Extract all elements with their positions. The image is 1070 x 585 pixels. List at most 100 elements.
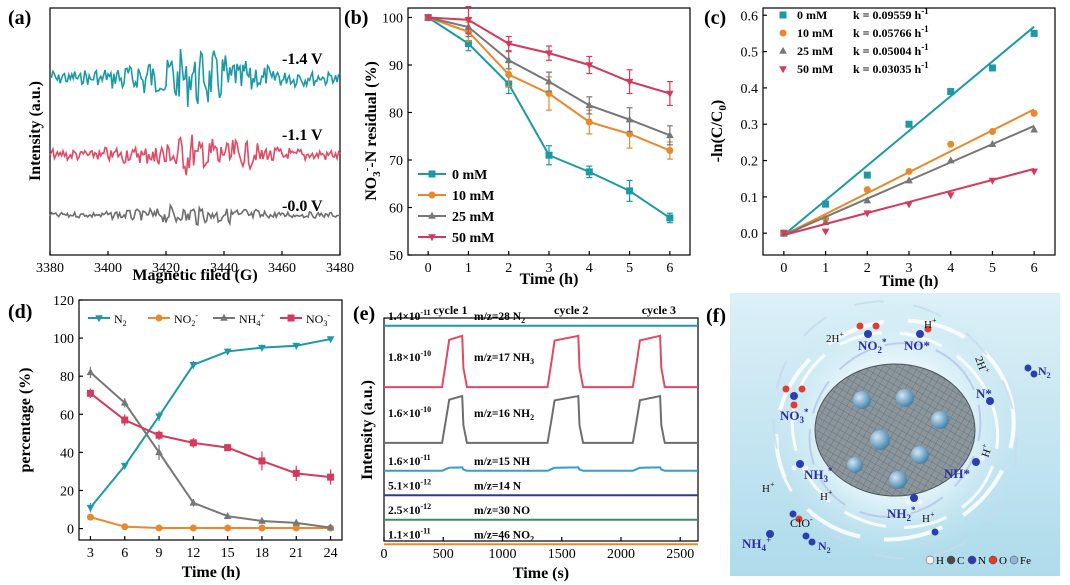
element-dot	[988, 555, 998, 565]
data-point-b	[464, 17, 473, 25]
data-point-c	[905, 176, 913, 184]
data-point-d	[258, 516, 266, 524]
label-h-bottom: H+	[922, 510, 935, 525]
data-point-d	[258, 457, 266, 465]
x-tick-label-a: 3440	[210, 261, 238, 276]
data-point-d	[224, 444, 232, 452]
legend-label-c: 25 mM	[797, 44, 833, 58]
ms-mz-label: m/z=16 NH2	[474, 408, 534, 422]
x-tick-label-b: 3	[546, 261, 553, 276]
x-tick-label-c: 0	[780, 261, 787, 276]
ylabel-a: Intensity (a.u.)	[27, 81, 44, 181]
data-point-c	[905, 167, 913, 175]
legend-k-c: k = 0.05004 h-1	[853, 42, 929, 58]
legend-marker-b	[428, 170, 436, 178]
data-point-d	[327, 473, 335, 481]
fit-line-c-0	[783, 25, 1035, 236]
series-line-d-0	[89, 338, 331, 509]
label-n2-top: N2	[1038, 364, 1051, 380]
molecule-n2-top	[1024, 364, 1038, 378]
y-tick-label-d: 100	[53, 332, 74, 347]
y-tick-label-d: 20	[60, 484, 74, 499]
molecule-nh3	[791, 460, 809, 471]
x-tick-label-a: 3380	[36, 261, 64, 276]
data-point-d	[292, 524, 300, 532]
legend-label-b: 50 mM	[452, 231, 494, 246]
y-tick-label-c: 0.1	[741, 191, 759, 206]
data-point-b	[585, 62, 594, 70]
legend-label-d: NO3-	[306, 311, 330, 328]
series-label-a-2: -0.0 V	[282, 198, 323, 215]
data-point-d	[223, 348, 232, 356]
legend-k-c: k = 0.09559 h-1	[853, 6, 929, 22]
x-tick-label-e: 2000	[607, 547, 635, 562]
legend-label-c: 10 mM	[797, 26, 833, 40]
data-point-d	[189, 524, 197, 532]
legend-label-d: N2	[114, 312, 127, 328]
ylabel-b: NO3--N residual (%)	[361, 61, 383, 201]
data-point-c	[946, 156, 955, 164]
plot-frame-d	[78, 299, 343, 541]
legend-marker-d	[220, 313, 228, 321]
label-h-top: H+	[924, 316, 937, 331]
ms-trace-2	[384, 394, 698, 444]
ms-trace-3	[384, 466, 698, 472]
panel-d: (d) 3 6 9 12 15 18 21 24 0 20 40 60 80 100 120 Time (h…	[8, 294, 343, 581]
data-point-c	[947, 88, 955, 96]
molecule-no	[916, 325, 932, 338]
panel-c: (c) 0 1 2 3 4 5 6 0.0 0.1 0.2 0.3 0.4 0.5 0.6 Time (h…	[704, 6, 1056, 290]
legend-marker-d	[287, 314, 295, 322]
y-tick-label-c: 0.0	[741, 227, 759, 242]
panel-a: (a) 3380 3400 3420 3440 3460 3480 Magnetic fi…	[8, 7, 354, 284]
plot-b: 0 1 2 3 4 5 6 50 60 70 80 90 100	[382, 5, 674, 276]
y-tick-label-d: 120	[53, 294, 74, 309]
element-symbol: N	[978, 555, 986, 567]
data-point-c	[988, 128, 996, 135]
label-no3-star: NO3*	[780, 407, 809, 425]
schematic-proton-labels: 2H+ H+ 2H+ H+ H+ H+ H+ ClO-	[762, 316, 996, 530]
data-point-d	[86, 513, 94, 521]
label-h-right: H+	[977, 442, 996, 459]
element-symbol: C	[957, 555, 964, 567]
legend-marker-d	[155, 314, 163, 322]
x-tick-label-c: 6	[1031, 261, 1038, 276]
plot-e: 0 500 1000 1500 2000 2500 cycle 1 cycle 2 cycle …	[381, 303, 698, 562]
x-tick-label-c: 5	[989, 261, 996, 276]
legend-d: N2 NO2- NH4+ NO3-	[88, 311, 330, 328]
data-point-b	[666, 90, 674, 98]
data-point-c	[1030, 125, 1038, 133]
data-point-c	[1030, 168, 1038, 176]
cycle-label: cycle 3	[642, 303, 676, 317]
data-point-b	[625, 115, 634, 123]
legend-marker-b	[428, 211, 436, 219]
legend-marker-b	[428, 191, 436, 199]
y-tick-label-d: 40	[60, 446, 74, 461]
ms-scale-label: 1.4×10-11	[388, 308, 431, 323]
x-tick-label-b: 1	[465, 261, 472, 276]
data-point-c	[947, 140, 955, 148]
label-2h-right: 2H+	[972, 354, 992, 376]
series-line-d-2	[89, 371, 331, 529]
data-point-d	[86, 504, 95, 512]
data-point-d	[155, 431, 163, 439]
legend-b: 0 mM 10 mM 25 mM 50 mM	[418, 168, 494, 246]
data-point-c	[863, 186, 871, 194]
xlabel-d: Time (h)	[182, 564, 241, 581]
legend-label-d: NH4+	[239, 311, 265, 328]
data-point-d	[326, 523, 335, 531]
panel-e: (e) 0 500 1000 1500 2000 2500 cycle 1 cycle 2 cy…	[353, 303, 699, 582]
x-tick-label-e: 0	[381, 547, 388, 562]
x-tick-label-e: 1500	[548, 547, 576, 562]
data-point-b	[505, 71, 513, 78]
data-point-b	[545, 50, 553, 58]
panel-label-c: (c)	[704, 7, 726, 29]
data-point-d	[292, 518, 301, 526]
molecule-clo	[789, 510, 803, 523]
x-tick-label-d: 12	[186, 546, 200, 561]
data-point-c	[988, 64, 996, 72]
label-nh4-plus: NH4+	[742, 535, 771, 553]
series-line-d-1	[90, 516, 331, 529]
ms-mz-label: m/z=15 NH	[474, 456, 530, 468]
legend-label-c: 0 mM	[797, 8, 827, 22]
ms-scale-label: 5.1×10-12	[388, 477, 431, 492]
